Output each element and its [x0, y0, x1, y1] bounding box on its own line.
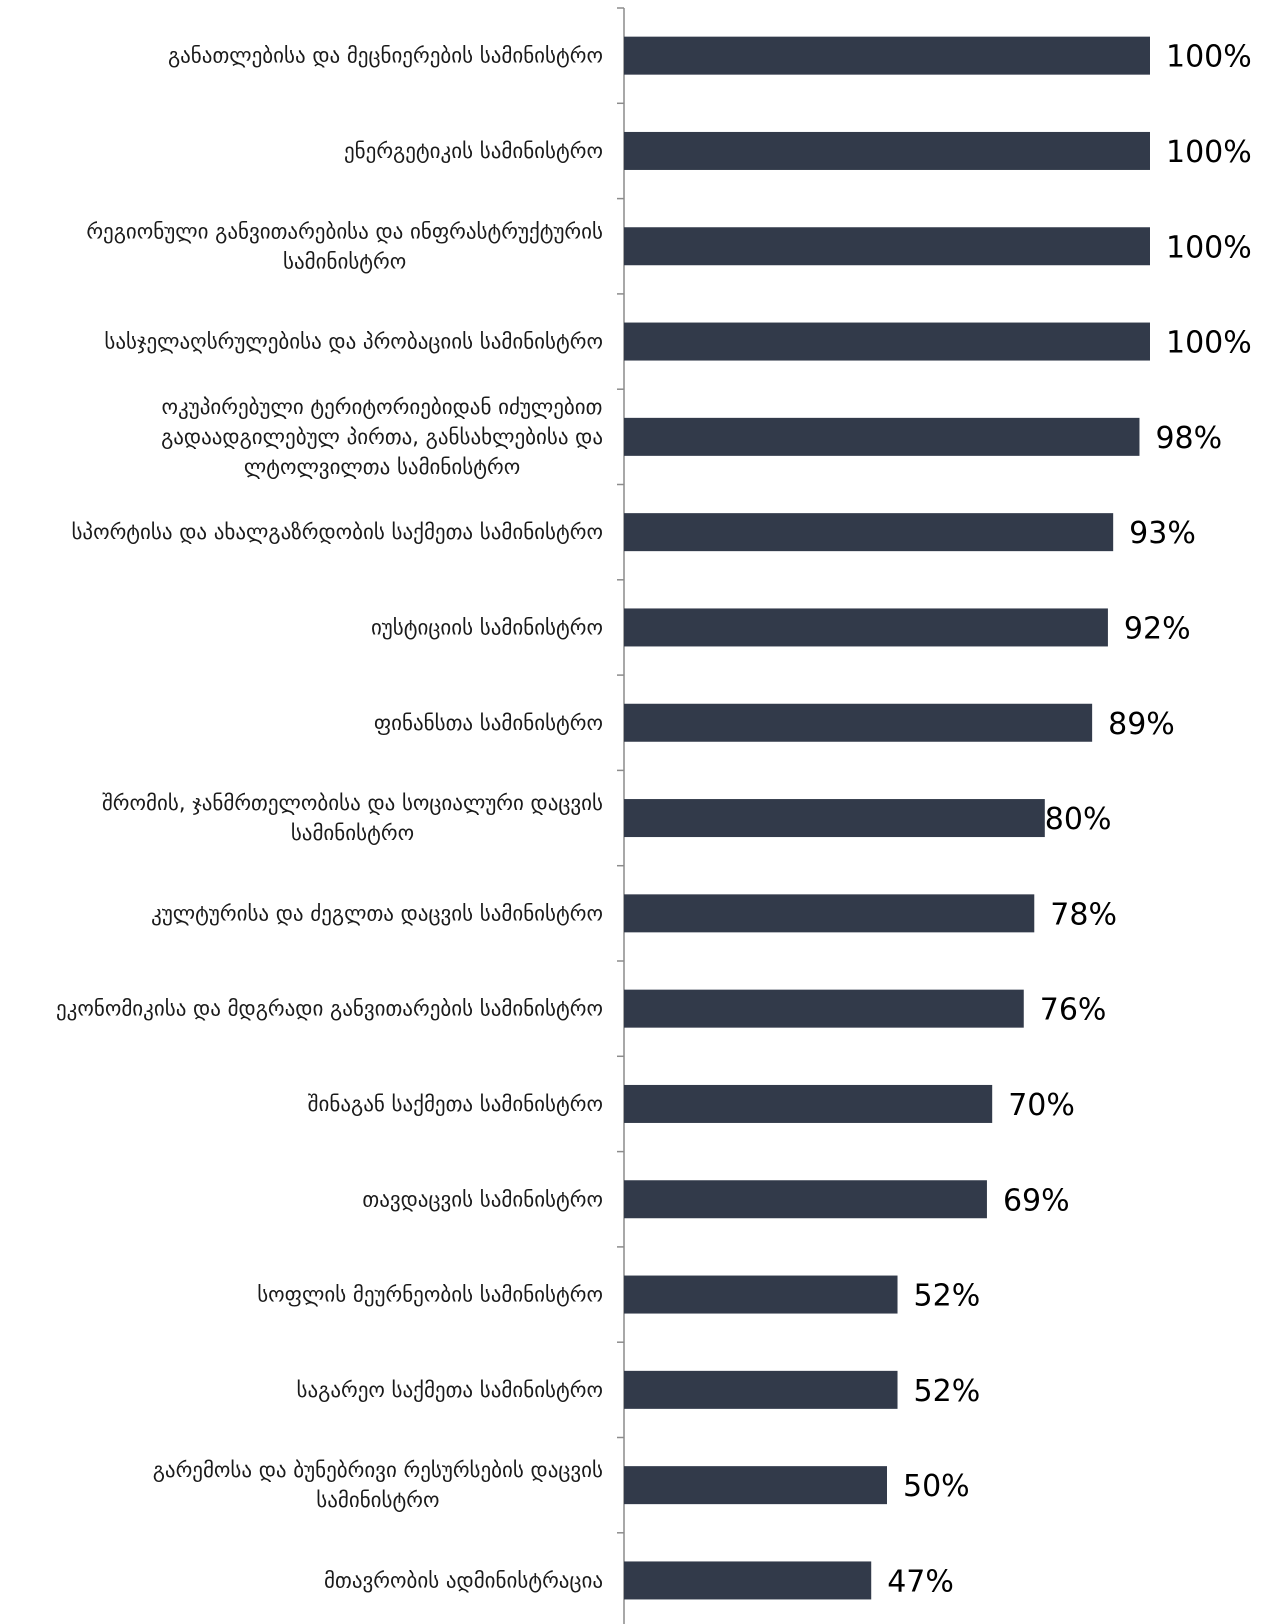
category-label-line: შინაგან საქმეთა სამინისტრო [308, 1092, 603, 1116]
category-label-line: ფინანსთა სამინისტრო [374, 711, 603, 735]
category-labels-group: განათლებისა და მეცნიერების სამინისტრო ენე… [56, 44, 603, 1593]
category-label-line: გადაადგილებულ პირთა, განსახლებისა და [161, 425, 603, 449]
category-label: გარემოსა და ბუნებრივი რესურსების დაცვის ს… [153, 1458, 603, 1512]
bar [624, 322, 1150, 361]
value-label: 80% [1045, 802, 1112, 837]
category-label-line: გარემოსა და ბუნებრივი რესურსების დაცვის [153, 1458, 603, 1482]
category-label-line: სამინისტრო [283, 249, 406, 273]
category-label-line: ენერგეტიკის სამინისტრო [344, 139, 603, 163]
category-label: საგარეო საქმეთა სამინისტრო [296, 1378, 603, 1402]
category-label-line: სასჯელაღსრულებისა და პრობაციის სამინისტრ… [104, 330, 603, 354]
bar [624, 703, 1093, 742]
category-label: კულტურისა და ძეგლთა დაცვის სამინისტრო [151, 901, 603, 925]
bar [624, 1561, 872, 1600]
value-label: 93% [1129, 516, 1196, 551]
bar [624, 227, 1150, 266]
bars-group [624, 36, 1150, 1600]
category-label: სპორტისა და ახალგაზრდობის საქმეთა სამინი… [71, 520, 603, 544]
bar [624, 1275, 898, 1314]
bar [624, 894, 1035, 933]
value-label: 92% [1124, 611, 1191, 646]
category-label: იუსტიციის სამინისტრო [371, 615, 603, 639]
bar [624, 989, 1024, 1028]
value-label: 100% [1166, 326, 1252, 361]
category-label-line: ოკუპირებული ტერიტორიებიდან იძულებით [162, 395, 603, 419]
value-label: 50% [903, 1469, 970, 1504]
category-label-line: კულტურისა და ძეგლთა დაცვის სამინისტრო [151, 901, 603, 925]
value-label: 52% [914, 1279, 981, 1314]
category-label-line: ეკონომიკისა და მდგრადი განვითარების სამი… [56, 997, 603, 1021]
value-label: 52% [914, 1374, 981, 1409]
category-label: რეგიონული განვითარებისა და ინფრასტრუქტურ… [86, 219, 603, 273]
category-label: ეკონომიკისა და მდგრადი განვითარების სამი… [56, 997, 603, 1021]
category-label: თავდაცვის სამინისტრო [362, 1187, 603, 1211]
category-label-line: სოფლის მეურნეობის სამინისტრო [257, 1283, 603, 1307]
category-label-line: რეგიონული განვითარებისა და ინფრასტრუქტურ… [86, 219, 603, 243]
category-label: ოკუპირებული ტერიტორიებიდან იძულებით გადაა… [161, 395, 603, 479]
value-labels-group: 100% 100% 100% 100% 98% 93% 92% 89% 80% 78% 76% 70%… [887, 40, 1252, 1600]
bar [624, 1466, 887, 1505]
bar [624, 1084, 993, 1123]
value-label: 98% [1155, 421, 1222, 456]
value-label: 89% [1108, 707, 1175, 742]
value-label: 70% [1008, 1088, 1075, 1123]
category-label: მთავრობის ადმინისტრაცია [324, 1568, 603, 1592]
category-label-line: საგარეო საქმეთა სამინისტრო [296, 1378, 603, 1402]
category-label: ფინანსთა სამინისტრო [374, 711, 603, 735]
value-label: 100% [1166, 230, 1252, 265]
value-label: 78% [1050, 897, 1117, 932]
category-axis-ticks [617, 7, 624, 1534]
category-label-line: მთავრობის ადმინისტრაცია [324, 1568, 603, 1592]
bar [624, 608, 1108, 647]
category-label: განათლებისა და მეცნიერების სამინისტრო [168, 44, 603, 68]
category-label: შინაგან საქმეთა სამინისტრო [308, 1092, 603, 1116]
category-label: სოფლის მეურნეობის სამინისტრო [257, 1283, 603, 1307]
category-label-line: სამინისტრო [291, 821, 414, 845]
value-label: 47% [887, 1564, 954, 1599]
category-label-line: სამინისტრო [316, 1488, 439, 1512]
value-label: 100% [1166, 40, 1252, 75]
bar [624, 36, 1150, 75]
category-label: ენერგეტიკის სამინისტრო [344, 139, 603, 163]
value-label: 100% [1166, 135, 1252, 170]
value-label: 76% [1040, 993, 1107, 1028]
bar [624, 799, 1045, 838]
category-label-line: თავდაცვის სამინისტრო [362, 1187, 603, 1211]
category-label: სასჯელაღსრულებისა და პრობაციის სამინისტრ… [104, 330, 603, 354]
bar [624, 417, 1140, 456]
value-label: 69% [1003, 1183, 1070, 1218]
bar [624, 513, 1114, 552]
category-label-line: იუსტიციის სამინისტრო [371, 615, 603, 639]
bar [624, 1370, 898, 1409]
category-label-line: ლტოლვილთა სამინისტრო [244, 455, 520, 479]
bar [624, 131, 1150, 170]
category-label: შრომის, ჯანმრთელობისა და სოციალური დაცვი… [102, 791, 603, 845]
category-label-line: განათლებისა და მეცნიერების სამინისტრო [168, 44, 603, 68]
category-label-line: შრომის, ჯანმრთელობისა და სოციალური დაცვი… [102, 791, 603, 815]
category-label-line: სპორტისა და ახალგაზრდობის საქმეთა სამინი… [71, 520, 603, 544]
bar [624, 1180, 987, 1219]
